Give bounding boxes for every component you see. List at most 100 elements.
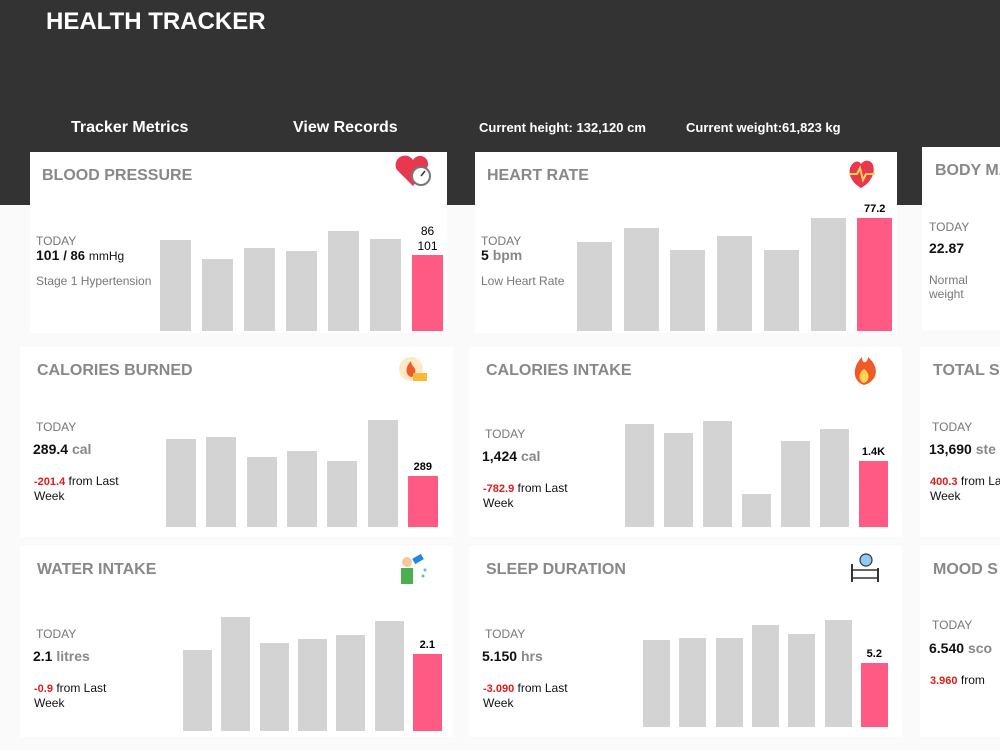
reading: 5.150 hrs <box>482 648 543 664</box>
bar-label: 289 <box>413 460 432 473</box>
nav-link[interactable]: View Records <box>293 119 398 136</box>
bar <box>670 250 706 331</box>
card-icon <box>851 553 879 582</box>
reading: 1,424 cal <box>482 448 540 464</box>
today-label: TODAY <box>36 627 77 641</box>
bar <box>788 633 816 727</box>
bar <box>577 242 612 331</box>
bar <box>374 620 404 731</box>
bar <box>297 639 327 731</box>
status: Low Heart Rate <box>481 274 565 288</box>
reading: 289.4 cal <box>33 441 91 457</box>
today-label: TODAY <box>481 234 522 248</box>
card-icon <box>399 357 427 381</box>
bar <box>206 436 237 527</box>
nav-link[interactable]: Tracker Metrics <box>71 119 189 136</box>
change-text: from Last Week <box>34 681 107 710</box>
bar <box>824 620 852 727</box>
change-value: -201.4 <box>34 476 66 488</box>
metric-card: BODY MA TODAY 22.87 Normal weight <box>922 147 1000 330</box>
today-label: TODAY <box>485 627 526 641</box>
bar <box>183 650 212 731</box>
today-label: TODAY <box>485 427 526 441</box>
card-title: WATER INTAKE <box>37 561 157 578</box>
bar-label: 2.1 <box>419 638 435 651</box>
reading-unit: hrs <box>520 648 543 664</box>
bar <box>751 624 779 727</box>
bar <box>244 248 275 331</box>
reading-value: 6.540 <box>929 640 965 656</box>
bar <box>820 429 849 527</box>
reading: 2.1 litres <box>33 648 90 664</box>
reading-value: 13,690 <box>929 441 972 457</box>
reading: 13,690 ste <box>929 441 996 457</box>
reading-secondary: / 86 <box>63 248 85 263</box>
change-text: from Last Week <box>483 681 568 710</box>
bar <box>286 251 317 331</box>
bar <box>664 433 693 527</box>
metric-card: CALORIES INTAKE TODAY 1,424 cal -782.9 from… <box>469 347 902 537</box>
bar <box>679 638 707 727</box>
bar <box>328 231 359 331</box>
card-title: TOTAL S <box>933 362 1000 379</box>
reading-value: 5 <box>481 247 489 263</box>
bar <box>412 255 443 331</box>
bar <box>781 441 810 527</box>
change: -3.090 from Last Week <box>483 681 588 710</box>
bar <box>166 438 196 527</box>
bar <box>221 617 251 731</box>
today-label: TODAY <box>36 234 77 248</box>
bar <box>286 450 317 527</box>
change-text: from Last Week <box>930 474 1000 503</box>
reading-unit: cal <box>71 441 92 457</box>
reading-value: 1,424 <box>482 448 518 464</box>
reading-value: 289.4 <box>33 441 69 457</box>
card-icon <box>854 357 876 385</box>
bar <box>327 460 358 527</box>
reading-value: 101 <box>36 247 60 263</box>
metric-card: SLEEP DURATION TODAY 5.150 hrs -3.090 from … <box>469 546 902 737</box>
bar <box>259 642 289 731</box>
metric-card: CALORIES BURNED TODAY 289.4 cal -201.4 from… <box>20 347 453 537</box>
app-title: HEALTH TRACKER <box>46 8 266 35</box>
bar <box>857 218 893 331</box>
change-text: from Last Week <box>34 474 119 503</box>
bar <box>202 258 233 331</box>
today-label: TODAY <box>932 420 973 434</box>
change: -0.9 from Last Week <box>34 681 139 710</box>
metric-card: BLOOD PRESSURE TODAY 101 / 86 mmHg Stage 1 … <box>30 152 447 333</box>
bar <box>717 236 753 331</box>
status: Normal weight <box>929 273 968 301</box>
reading: 6.540 sco <box>929 640 992 656</box>
card-title: CALORIES BURNED <box>37 362 193 379</box>
bar-label: 77.2 <box>863 203 886 215</box>
bar <box>715 638 743 727</box>
bar-label: 1.4K <box>861 445 886 458</box>
bar <box>643 639 670 727</box>
reading-unit: cal <box>520 448 541 464</box>
card-title: HEART RATE <box>487 167 589 184</box>
metric-card: TOTAL S TODAY 13,690 ste 400.3 from Last We… <box>920 347 1000 537</box>
metric-card: WATER INTAKE TODAY 2.1 litres -0.9 from Las… <box>20 546 453 737</box>
today-label: TODAY <box>929 220 970 234</box>
reading-unit: bpm <box>492 247 523 263</box>
card-title: CALORIES INTAKE <box>486 362 632 379</box>
change-value: 3.960 <box>930 675 958 687</box>
bar <box>859 460 888 527</box>
bar <box>412 653 442 731</box>
reading-unit: ste <box>975 441 996 457</box>
metric-card: HEART RATE TODAY 5 bpm Low Heart Rate 77.2 <box>475 152 897 333</box>
card-title: BODY MA <box>935 162 1000 179</box>
reading-unit: litres <box>56 648 90 664</box>
weight-info: Current weight:61,823 kg <box>686 120 841 135</box>
card-icon <box>401 553 427 584</box>
bar-label: 86 <box>420 224 435 239</box>
reading-unit: mmHg <box>88 249 125 263</box>
status: Stage 1 Hypertension <box>36 274 152 288</box>
bar <box>246 456 277 527</box>
change-text: from Last Week <box>483 481 568 510</box>
card-title: MOOD S <box>933 561 998 578</box>
card-title: BLOOD PRESSURE <box>42 167 193 184</box>
card-title: SLEEP DURATION <box>486 561 626 578</box>
bar <box>370 239 401 331</box>
